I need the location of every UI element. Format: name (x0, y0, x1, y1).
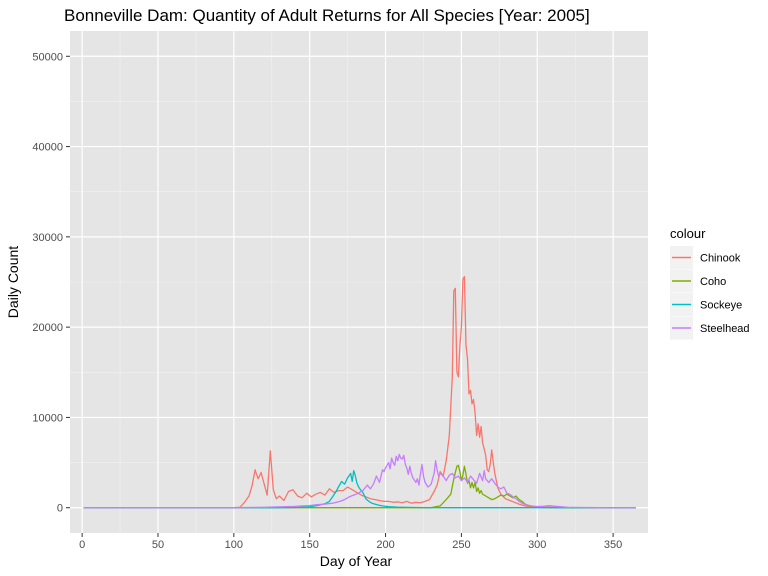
x-tick-label: 350 (604, 539, 622, 551)
y-tick-label: 40000 (32, 142, 63, 154)
x-axis-title: Day of Year (320, 553, 393, 569)
grid-minor (70, 31, 648, 533)
y-tick-label: 50000 (32, 51, 63, 63)
y-axis-title: Daily Count (5, 246, 21, 318)
legend-label: Steelhead (700, 323, 750, 335)
x-tick-label: 100 (225, 539, 243, 551)
x-tick-label: 200 (376, 539, 394, 551)
series-line-chinook (83, 275, 636, 509)
series-layer (83, 275, 636, 509)
x-tick-label: 0 (79, 539, 85, 551)
y-tick-label: 30000 (32, 232, 63, 244)
x-tick-label: 300 (528, 539, 546, 551)
legend-label: Coho (700, 276, 726, 288)
series-line-sockeye (83, 470, 636, 509)
x-tick-label: 50 (152, 539, 164, 551)
y-tick-label: 0 (57, 503, 63, 515)
series-line-coho (83, 464, 636, 509)
legend: colour Chinook Coho Sockeye Steelhead (670, 226, 750, 340)
x-tick-label: 250 (452, 539, 470, 551)
axes-layer: 0 50 100 150 200 250 300 350 0 10000 20000 30000 400… (32, 51, 622, 551)
chart-title: Bonneville Dam: Quantity of Adult Return… (64, 6, 590, 25)
y-tick-label: 20000 (32, 322, 63, 334)
legend-items: Chinook Coho Sockeye Steelhead (670, 246, 750, 340)
legend-label: Chinook (700, 253, 741, 265)
x-tick-label: 150 (301, 539, 319, 551)
legend-title: colour (670, 226, 706, 241)
series-line-steelhead (83, 453, 636, 509)
y-tick-label: 10000 (32, 412, 63, 424)
legend-label: Sockeye (700, 300, 742, 312)
